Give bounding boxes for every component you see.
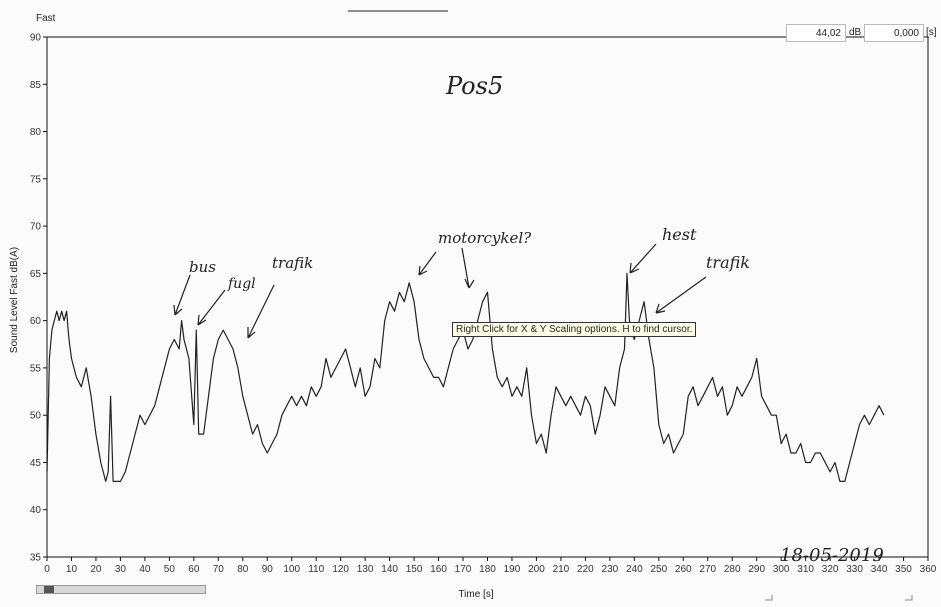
y-tick-label: 40 <box>30 505 42 516</box>
annotation-arrows <box>173 243 707 339</box>
x-tick-label: 290 <box>748 564 765 575</box>
x-tick-label: 240 <box>626 564 643 575</box>
cursor-value-unit: dB <box>849 27 862 38</box>
x-tick-label: 350 <box>895 564 912 575</box>
x-tick-label: 70 <box>213 564 225 575</box>
corner-mark-left <box>765 595 773 601</box>
y-tick-label: 50 <box>30 411 42 422</box>
x-tick-label: 230 <box>602 564 619 575</box>
note-hest: hest <box>662 225 697 244</box>
x-tick-label: 130 <box>357 564 374 575</box>
y-tick-label: 85 <box>30 80 42 91</box>
x-tick-label: 210 <box>553 564 570 575</box>
x-tick-label: 330 <box>846 564 863 575</box>
cursor-value-field[interactable]: 44,02 <box>786 24 846 42</box>
x-tick-label: 180 <box>479 564 496 575</box>
x-tick-label: 50 <box>164 564 176 575</box>
x-tick-label: 100 <box>283 564 300 575</box>
y-tick-label: 35 <box>30 553 42 564</box>
x-tick-label: 40 <box>139 564 151 575</box>
y-tick-label: 65 <box>30 269 42 280</box>
x-tick-label: 160 <box>430 564 447 575</box>
x-tick-label: 310 <box>797 564 814 575</box>
y-tick-label: 45 <box>30 458 42 469</box>
x-tick-label: 260 <box>675 564 692 575</box>
note-trafik-1: trafik <box>272 254 313 272</box>
x-tick-label: 20 <box>90 564 102 575</box>
arrow-trafik-1 <box>247 284 275 339</box>
arrow-motorcykel-2 <box>461 247 475 289</box>
y-tick-label: 90 <box>30 33 42 44</box>
x-tick-label: 0 <box>44 564 50 575</box>
x-tick-label: 80 <box>237 564 249 575</box>
x-tick-label: 170 <box>455 564 472 575</box>
x-tick-label: 360 <box>920 564 937 575</box>
arrow-motorcykel-1 <box>418 251 437 276</box>
handwritten-title: Pos5 <box>445 72 503 100</box>
arrow-hest <box>629 243 657 274</box>
x-tick-label: 140 <box>381 564 398 575</box>
x-tick-label: 90 <box>262 564 274 575</box>
y-tick-label: 70 <box>30 222 42 233</box>
x-tick-label: 30 <box>115 564 127 575</box>
handwritten-date: 18-05-2019 <box>780 545 884 566</box>
note-motorcykel: motorcykel? <box>438 229 532 247</box>
x-tick-label: 270 <box>699 564 716 575</box>
arrow-trafik-2 <box>655 276 707 314</box>
arrow-bus <box>173 274 191 316</box>
x-tick-label: 340 <box>871 564 888 575</box>
y-axis-label: Sound Level Fast dB(A) <box>9 247 20 353</box>
sound-level-series-line <box>46 272 885 482</box>
x-tick-label: 190 <box>504 564 521 575</box>
x-axis-label: Time [s] <box>458 589 493 600</box>
x-scrollbar[interactable] <box>36 585 206 594</box>
y-tick-label: 60 <box>30 316 42 327</box>
x-tick-label: 280 <box>724 564 741 575</box>
x-tick-label: 60 <box>188 564 200 575</box>
x-tick-label: 300 <box>773 564 790 575</box>
x-tick-label: 320 <box>822 564 839 575</box>
x-tick-label: 150 <box>406 564 423 575</box>
x-tick-label: 250 <box>650 564 667 575</box>
scaling-tooltip: Right Click for X & Y Scaling options. H… <box>452 322 697 337</box>
plot-frame <box>46 36 929 558</box>
note-trafik-2: trafik <box>706 253 750 272</box>
corner-mark-right <box>905 595 913 601</box>
note-fugl: fugl <box>227 276 256 292</box>
arrow-fugl <box>197 289 226 326</box>
y-tick-label: 80 <box>30 127 42 138</box>
cursor-time-unit: [s] <box>926 27 937 38</box>
cursor-time-field[interactable]: 0,000 <box>864 24 924 42</box>
y-tick-label: 55 <box>30 363 42 374</box>
mode-label: Fast <box>36 13 56 24</box>
y-tick-label: 75 <box>30 174 42 185</box>
x-tick-label: 110 <box>308 564 324 575</box>
x-tick-label: 10 <box>66 564 78 575</box>
x-tick-label: 220 <box>577 564 594 575</box>
x-tick-label: 200 <box>528 564 545 575</box>
x-scrollbar-thumb[interactable] <box>44 586 54 593</box>
x-tick-label: 120 <box>332 564 349 575</box>
note-bus: bus <box>189 258 216 276</box>
